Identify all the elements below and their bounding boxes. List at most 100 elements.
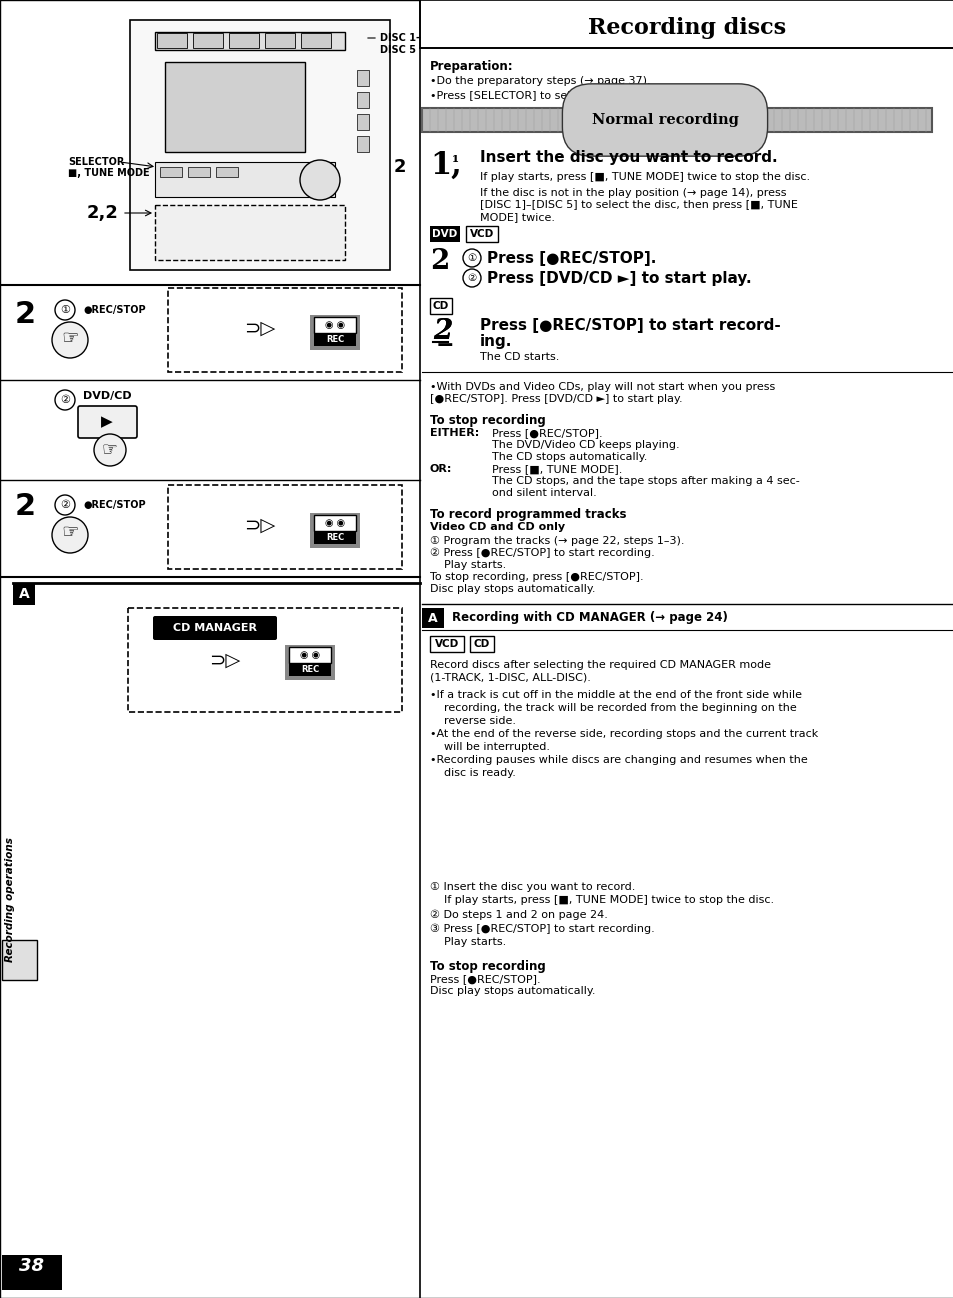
Text: ◉ ◉: ◉ ◉	[325, 518, 345, 528]
Bar	[0, 0, 419, 1298]
Text: disc is ready.: disc is ready.	[443, 768, 516, 778]
FancyBboxPatch shape	[152, 617, 276, 640]
Text: ⊃▷: ⊃▷	[244, 318, 275, 337]
Text: [DISC 1]–[DISC 5] to select the disc, then press [■, TUNE: [DISC 1]–[DISC 5] to select the disc, th…	[479, 200, 797, 210]
Circle shape	[94, 434, 126, 466]
Bar	[157, 32, 187, 48]
Text: (1-TRACK, 1-DISC, ALL-DISC).: (1-TRACK, 1-DISC, ALL-DISC).	[430, 672, 590, 681]
Bar	[188, 167, 210, 177]
Text: 2: 2	[394, 158, 406, 177]
Bar	[465, 226, 497, 241]
Text: 2: 2	[430, 248, 449, 275]
Bar	[2, 1255, 62, 1290]
Text: 1,: 1,	[430, 151, 461, 180]
Text: DVD/CD: DVD/CD	[83, 391, 132, 401]
Text: ◉ ◉: ◉ ◉	[299, 650, 319, 659]
Text: Play starts.: Play starts.	[443, 559, 506, 570]
Text: reverse side.: reverse side.	[443, 716, 516, 726]
Text: ☞: ☞	[61, 523, 79, 543]
Circle shape	[55, 495, 75, 515]
Bar	[430, 636, 463, 652]
Circle shape	[52, 517, 88, 553]
Bar	[13, 583, 35, 605]
FancyBboxPatch shape	[128, 607, 401, 713]
Text: To stop recording, press [●REC/STOP].: To stop recording, press [●REC/STOP].	[430, 572, 643, 582]
Text: VCD: VCD	[435, 639, 458, 649]
Text: CD: CD	[474, 639, 490, 649]
Bar	[265, 32, 294, 48]
Text: •Press [SELECTOR] to select “DVD/CD”.: •Press [SELECTOR] to select “DVD/CD”.	[430, 90, 650, 100]
FancyBboxPatch shape	[78, 406, 137, 437]
Text: If play starts, press [■, TUNE MODE] twice to stop the disc.: If play starts, press [■, TUNE MODE] twi…	[479, 173, 809, 182]
FancyBboxPatch shape	[130, 19, 390, 270]
Text: Recording discs: Recording discs	[587, 17, 785, 39]
Bar	[165, 62, 305, 152]
Text: ¹: ¹	[452, 154, 458, 173]
Text: Normal recording: Normal recording	[591, 113, 738, 127]
Bar	[314, 531, 355, 544]
Bar	[229, 32, 258, 48]
Text: Press [●REC/STOP].: Press [●REC/STOP].	[492, 428, 602, 437]
Circle shape	[52, 322, 88, 358]
Text: Play starts.: Play starts.	[443, 937, 506, 948]
Text: ☞: ☞	[61, 328, 79, 348]
Text: ① Insert the disc you want to record.: ① Insert the disc you want to record.	[430, 883, 635, 892]
Text: ② Press [●REC/STOP] to start recording.: ② Press [●REC/STOP] to start recording.	[430, 548, 654, 558]
Text: 2̲: 2̲	[433, 318, 452, 347]
Bar	[215, 167, 237, 177]
Bar	[430, 226, 459, 241]
Text: ⊃▷: ⊃▷	[244, 515, 275, 535]
Text: will be interrupted.: will be interrupted.	[443, 742, 550, 752]
Text: A: A	[19, 587, 30, 601]
Bar	[356, 70, 369, 86]
Text: ② Do steps 1 and 2 on page 24.: ② Do steps 1 and 2 on page 24.	[430, 910, 607, 920]
Circle shape	[462, 269, 480, 287]
Text: ●REC/STOP: ●REC/STOP	[83, 500, 146, 510]
Text: ▶: ▶	[101, 414, 112, 430]
Text: 2,2: 2,2	[87, 204, 119, 222]
Text: •With DVDs and Video CDs, play will not start when you press: •With DVDs and Video CDs, play will not …	[430, 382, 775, 392]
Text: VCD: VCD	[470, 228, 494, 239]
Text: [●REC/STOP]. Press [DVD/CD ►] to start play.: [●REC/STOP]. Press [DVD/CD ►] to start p…	[430, 395, 682, 404]
Text: •Recording pauses while discs are changing and resumes when the: •Recording pauses while discs are changi…	[430, 755, 807, 765]
Text: DISC 5: DISC 5	[379, 45, 416, 55]
Text: REC: REC	[326, 533, 344, 543]
Text: ③ Press [●REC/STOP] to start recording.: ③ Press [●REC/STOP] to start recording.	[430, 924, 654, 935]
Text: 2: 2	[15, 300, 36, 328]
Text: Press [●REC/STOP] to start record-: Press [●REC/STOP] to start record-	[479, 318, 780, 334]
Text: ●REC/STOP: ●REC/STOP	[83, 305, 146, 315]
Text: CD MANAGER: CD MANAGER	[172, 623, 256, 633]
Bar	[289, 646, 331, 663]
Bar	[301, 32, 331, 48]
Circle shape	[55, 300, 75, 321]
Text: To record programmed tracks: To record programmed tracks	[430, 508, 626, 520]
Text: Recording operations: Recording operations	[5, 837, 15, 962]
Text: Record discs after selecting the required CD MANAGER mode: Record discs after selecting the require…	[430, 659, 770, 670]
Bar	[310, 513, 359, 548]
Text: If the disc is not in the play position (→ page 14), press: If the disc is not in the play position …	[479, 188, 785, 199]
Text: Disc play stops automatically.: Disc play stops automatically.	[430, 986, 595, 996]
Text: Press [●REC/STOP].: Press [●REC/STOP].	[430, 974, 540, 984]
Text: Disc play stops automatically.: Disc play stops automatically.	[430, 584, 595, 594]
Bar	[419, 0, 953, 48]
Text: ☞: ☞	[102, 440, 118, 458]
Text: The CD stops, and the tape stops after making a 4 sec-: The CD stops, and the tape stops after m…	[492, 476, 799, 485]
Text: Insert the disc you want to record.: Insert the disc you want to record.	[479, 151, 777, 165]
Text: ⊃▷: ⊃▷	[209, 650, 240, 670]
Text: The CD stops automatically.: The CD stops automatically.	[492, 452, 647, 462]
Text: DVD: DVD	[432, 228, 457, 239]
Text: 2: 2	[15, 492, 36, 520]
Text: ing.: ing.	[479, 334, 512, 349]
Text: To stop recording: To stop recording	[430, 961, 545, 974]
FancyBboxPatch shape	[168, 288, 401, 373]
Bar	[193, 32, 223, 48]
Text: •If a track is cut off in the middle at the end of the front side while: •If a track is cut off in the middle at …	[430, 691, 801, 700]
Bar	[470, 636, 494, 652]
Bar	[154, 205, 345, 260]
Text: Press [DVD/CD ►] to start play.: Press [DVD/CD ►] to start play.	[486, 270, 751, 286]
Text: ②: ②	[60, 395, 70, 405]
FancyBboxPatch shape	[168, 485, 401, 569]
Text: 2: 2	[433, 318, 452, 345]
Text: ①: ①	[60, 305, 70, 315]
Text: 38: 38	[19, 1256, 45, 1275]
